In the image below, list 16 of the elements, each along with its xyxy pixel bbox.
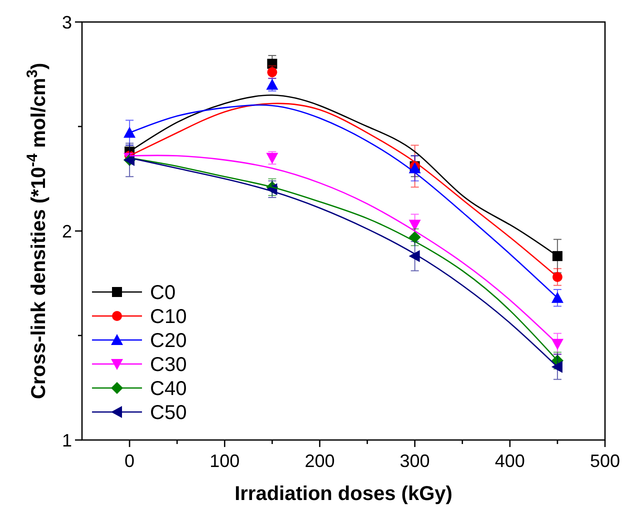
- y-tick-label: 2: [62, 221, 72, 242]
- x-tick-label: 300: [400, 451, 430, 471]
- legend-label: C30: [150, 354, 187, 376]
- x-tick-label: 400: [494, 451, 525, 471]
- legend-label: C10: [150, 306, 187, 328]
- y-tick-label: 3: [62, 12, 72, 32]
- x-axis-title: Irradiation doses (kGy): [234, 483, 452, 505]
- x-tick-label: 0: [124, 451, 135, 471]
- legend-label: C0: [150, 282, 176, 304]
- x-tick-label: 200: [304, 451, 335, 471]
- legend-label: C40: [150, 378, 187, 400]
- x-tick-label: 100: [210, 451, 240, 471]
- x-tick-label: 500: [590, 451, 620, 471]
- legend-label: C20: [150, 330, 187, 352]
- y-tick-label: 1: [62, 430, 72, 450]
- legend-label: C50: [150, 402, 187, 424]
